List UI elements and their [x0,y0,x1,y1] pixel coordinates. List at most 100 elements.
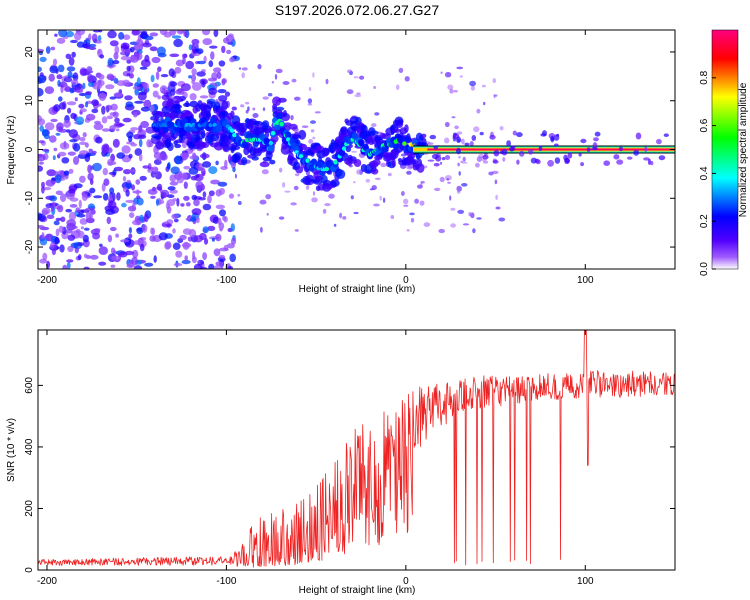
noise-blob [109,40,119,47]
noise-blob [449,88,454,94]
noise-blob [85,101,89,108]
ridge-halo [232,145,241,151]
noise-blob [39,56,47,63]
noise-blob [180,83,191,92]
noise-blob [493,94,498,97]
noise-blob [73,183,83,189]
noise-blob [346,69,353,74]
noise-blob [92,82,102,90]
noise-blob [171,213,179,220]
noise-blob [149,32,159,37]
noise-blob [153,255,157,263]
noise-blob [382,197,386,203]
noise-blob [139,66,148,70]
noise-blob [83,253,88,259]
noise-blob [70,79,79,86]
noise-blob [169,174,177,182]
spectrogram-y-ticks: -20 -10 0 10 20 [24,46,675,254]
noise-blob [199,95,209,99]
noise-blob [173,218,179,223]
ridge-halo [316,145,322,151]
noise-blob [93,123,104,131]
snr-plot-area [38,330,675,570]
noise-blob [65,53,72,59]
noise-blob [52,58,58,66]
ridge-core [358,139,365,147]
noise-blob [89,254,99,260]
tone-halo [500,150,504,155]
ridge-halo [335,169,346,179]
noise-blob [136,227,144,235]
ridge-core [209,117,216,125]
noise-blob [152,90,159,98]
noise-blob [128,227,132,234]
noise-blob [79,68,86,76]
noise-blob [171,35,182,39]
noise-blob [87,172,94,181]
y-tick-label: 20 [24,46,35,58]
noise-blob [53,104,61,112]
noise-blob [44,122,55,131]
noise-blob [38,48,45,53]
noise-blob [38,114,43,123]
noise-blob [290,202,297,206]
ridge-peak [285,137,291,142]
noise-blob [152,173,157,177]
ridge-halo [251,156,259,161]
noise-blob [374,177,381,180]
noise-blob [139,243,145,252]
noise-blob [91,99,99,106]
noise-blob [114,45,120,54]
noise-blob [124,95,133,101]
ridge-peak [230,128,235,133]
noise-blob [284,190,291,193]
noise-blob [52,155,56,161]
noise-blob [427,142,434,146]
ridge-halo [262,120,270,129]
tone-halo [441,157,446,161]
noise-blob [38,165,43,172]
y-tick-label: 600 [24,377,35,394]
noise-blob [274,73,278,80]
noise-blob [109,96,117,100]
tone-halo [519,150,525,157]
noise-blob [356,92,361,95]
noise-blob [181,152,189,161]
noise-blob [228,33,234,38]
noise-blob [60,216,66,223]
noise-blob [160,74,169,78]
noise-blob [170,88,176,96]
noise-blob [88,33,92,41]
noise-blob [185,217,192,221]
noise-blob [65,208,72,213]
noise-blob [146,139,153,148]
noise-blob [125,181,133,190]
spectrogram-x-ticks: -200 -100 0 100 [37,30,594,286]
snr-panel: -200 -100 0 100 0 200 400 600 Height of straig… [6,329,676,596]
noise-blob [406,229,410,232]
tone-halo [433,145,439,150]
noise-blob [74,246,80,254]
noise-blob [112,169,117,176]
noise-blob [189,155,199,160]
noise-blob [92,232,101,240]
noise-blob [79,141,87,145]
noise-blob [444,71,452,78]
noise-blob [102,146,108,155]
colorbar-tick-label: 0.0 [699,262,710,276]
tone-halo [656,138,662,145]
noise-blob [240,104,245,108]
noise-blob [356,169,363,175]
noise-blob [140,30,148,35]
noise-blob [173,38,183,48]
noise-blob [195,216,200,224]
noise-blob [245,109,249,114]
noise-blob [188,75,192,79]
noise-blob [143,35,154,41]
noise-blob [38,153,46,162]
noise-blob [77,230,85,239]
noise-blob [371,123,377,128]
noise-blob [291,78,297,83]
noise-blob [476,108,481,114]
noise-blob [134,87,139,96]
